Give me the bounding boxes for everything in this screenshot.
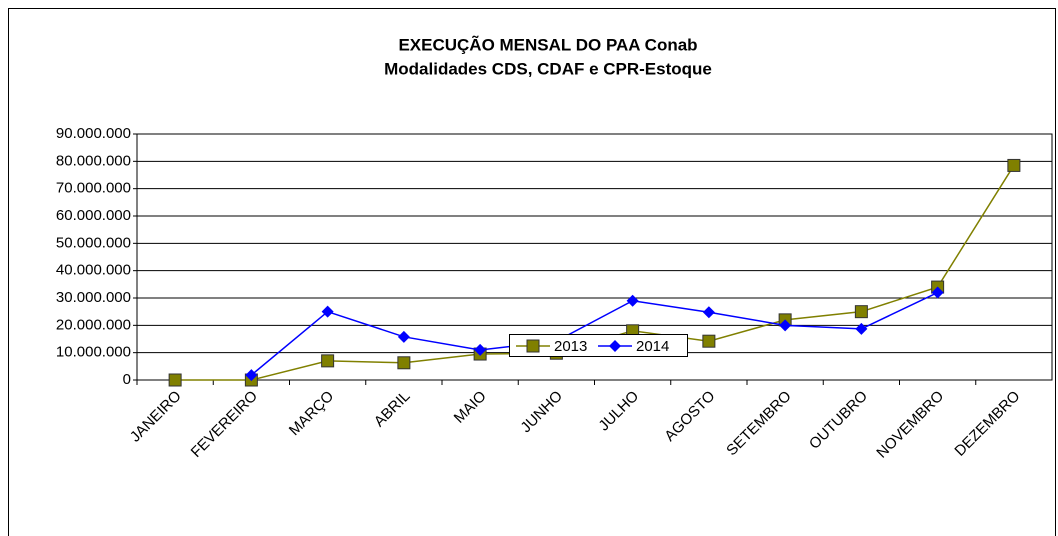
series-line — [250, 291, 938, 376]
y-tick-label: 40.000.000 — [56, 262, 131, 279]
y-tick-label: 20.000.000 — [56, 316, 131, 333]
data-point — [474, 343, 487, 356]
data-point — [397, 330, 410, 343]
data-point — [321, 305, 334, 318]
y-tick-label: 70.000.000 — [56, 180, 131, 197]
data-point — [702, 306, 715, 319]
y-tick-label: 30.000.000 — [56, 289, 131, 306]
chart-title: EXECUÇÃO MENSAL DO PAA Conab — [398, 34, 697, 54]
data-point — [1007, 158, 1021, 172]
data-point — [854, 305, 868, 319]
chart-subtitle: Modalidades CDS, CDAF e CPR-Estoque — [384, 59, 712, 78]
y-tick-label: 0 — [123, 371, 131, 388]
data-point — [397, 356, 411, 370]
y-tick-label: 10.000.000 — [56, 344, 131, 361]
legend-label: 2013 — [554, 338, 587, 355]
data-point — [855, 322, 868, 335]
legend-marker — [609, 340, 621, 352]
data-point — [931, 286, 944, 299]
data-point — [245, 369, 258, 382]
chart-border — [8, 8, 1056, 536]
data-point — [779, 319, 792, 332]
data-point — [626, 294, 639, 307]
legend-label: 2014 — [636, 338, 669, 355]
data-point — [321, 354, 335, 368]
legend-marker — [526, 339, 540, 353]
data-point — [702, 334, 716, 348]
y-tick-label: 90.000.000 — [56, 125, 131, 142]
y-tick-label: 60.000.000 — [56, 207, 131, 224]
y-tick-label: 50.000.000 — [56, 234, 131, 251]
y-tick-label: 80.000.000 — [56, 152, 131, 169]
data-point — [168, 373, 182, 387]
